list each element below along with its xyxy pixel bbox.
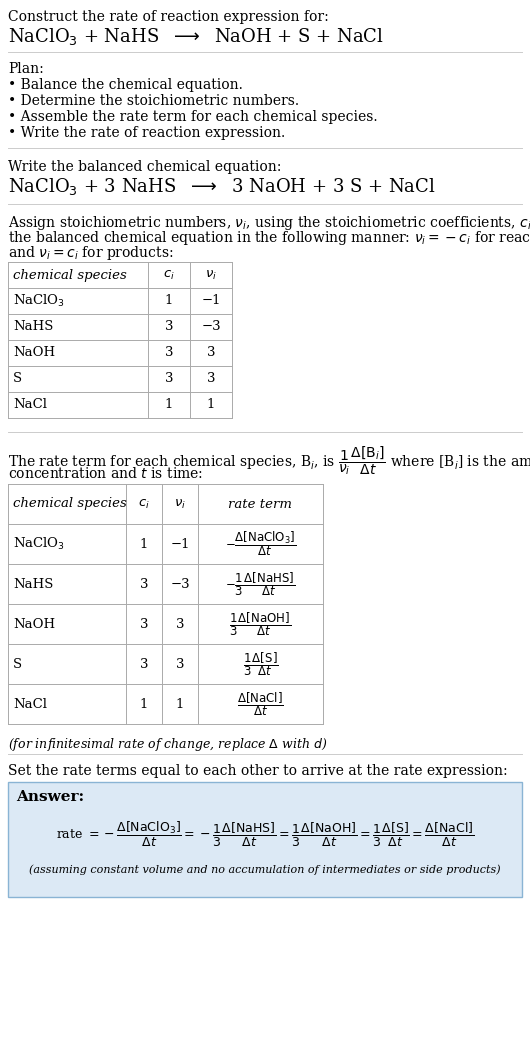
Text: $\dfrac{1}{3}\dfrac{\Delta[\mathrm{NaOH}]}{\Delta t}$: $\dfrac{1}{3}\dfrac{\Delta[\mathrm{NaOH}… <box>229 610 292 637</box>
Text: S: S <box>13 373 22 385</box>
Text: (assuming constant volume and no accumulation of intermediates or side products): (assuming constant volume and no accumul… <box>29 865 501 875</box>
Text: $\nu_i$: $\nu_i$ <box>205 269 217 281</box>
Text: 3: 3 <box>165 321 173 333</box>
Text: NaClO$_3$: NaClO$_3$ <box>13 536 65 552</box>
Text: NaClO$_3$ + NaHS  $\longrightarrow$  NaOH + S + NaCl: NaClO$_3$ + NaHS $\longrightarrow$ NaOH … <box>8 26 384 47</box>
Text: Answer:: Answer: <box>16 790 84 804</box>
Text: chemical species: chemical species <box>13 497 127 511</box>
Text: $-\dfrac{1}{3}\dfrac{\Delta[\mathrm{NaHS}]}{\Delta t}$: $-\dfrac{1}{3}\dfrac{\Delta[\mathrm{NaHS… <box>225 570 296 598</box>
Text: Assign stoichiometric numbers, $\nu_i$, using the stoichiometric coefficients, $: Assign stoichiometric numbers, $\nu_i$, … <box>8 214 530 233</box>
Text: rate $= -\dfrac{\Delta[\mathrm{NaClO_3}]}{\Delta t} = -\dfrac{1}{3}\dfrac{\Delta: rate $= -\dfrac{\Delta[\mathrm{NaClO_3}]… <box>56 819 474 848</box>
Text: 3: 3 <box>207 373 215 385</box>
Text: rate term: rate term <box>228 497 293 511</box>
Text: 3: 3 <box>140 618 148 630</box>
Text: 1: 1 <box>207 399 215 411</box>
Text: chemical species: chemical species <box>13 269 127 281</box>
Text: $\dfrac{\Delta[\mathrm{NaCl}]}{\Delta t}$: $\dfrac{\Delta[\mathrm{NaCl}]}{\Delta t}… <box>237 690 284 718</box>
Text: $c_i$: $c_i$ <box>163 269 175 281</box>
Text: $-\dfrac{\Delta[\mathrm{NaClO_3}]}{\Delta t}$: $-\dfrac{\Delta[\mathrm{NaClO_3}]}{\Delt… <box>225 529 296 558</box>
Text: NaClO$_3$: NaClO$_3$ <box>13 293 65 309</box>
Text: 1: 1 <box>140 538 148 550</box>
Text: 3: 3 <box>140 657 148 671</box>
Text: 3: 3 <box>165 347 173 359</box>
Text: −3: −3 <box>201 321 221 333</box>
Text: NaOH: NaOH <box>13 347 55 359</box>
Text: (for infinitesimal rate of change, replace $\Delta$ with $d$): (for infinitesimal rate of change, repla… <box>8 736 328 753</box>
Text: 3: 3 <box>207 347 215 359</box>
Text: 1: 1 <box>165 399 173 411</box>
Text: 1: 1 <box>165 295 173 307</box>
Text: and $\nu_i = c_i$ for products:: and $\nu_i = c_i$ for products: <box>8 244 173 262</box>
Text: $c_i$: $c_i$ <box>138 497 150 511</box>
Text: −1: −1 <box>201 295 221 307</box>
Text: NaCl: NaCl <box>13 399 47 411</box>
Text: • Write the rate of reaction expression.: • Write the rate of reaction expression. <box>8 126 285 140</box>
Text: concentration and $t$ is time:: concentration and $t$ is time: <box>8 466 203 481</box>
Text: • Assemble the rate term for each chemical species.: • Assemble the rate term for each chemic… <box>8 110 377 124</box>
Text: Construct the rate of reaction expression for:: Construct the rate of reaction expressio… <box>8 10 329 24</box>
Text: • Determine the stoichiometric numbers.: • Determine the stoichiometric numbers. <box>8 94 299 108</box>
Text: 3: 3 <box>176 618 184 630</box>
Text: Plan:: Plan: <box>8 62 44 76</box>
Text: NaOH: NaOH <box>13 618 55 630</box>
Text: −1: −1 <box>170 538 190 550</box>
Text: −3: −3 <box>170 577 190 591</box>
Bar <box>8 782 522 897</box>
Text: 3: 3 <box>165 373 173 385</box>
Text: NaHS: NaHS <box>13 321 54 333</box>
Text: Set the rate terms equal to each other to arrive at the rate expression:: Set the rate terms equal to each other t… <box>8 764 508 778</box>
Text: 1: 1 <box>176 698 184 710</box>
Text: 1: 1 <box>140 698 148 710</box>
Text: the balanced chemical equation in the following manner: $\nu_i = -c_i$ for react: the balanced chemical equation in the fo… <box>8 229 530 247</box>
Text: $\nu_i$: $\nu_i$ <box>174 497 186 511</box>
Text: 3: 3 <box>176 657 184 671</box>
Text: The rate term for each chemical species, B$_i$, is $\dfrac{1}{\nu_i}\dfrac{\Delt: The rate term for each chemical species,… <box>8 444 530 476</box>
Text: • Balance the chemical equation.: • Balance the chemical equation. <box>8 78 243 92</box>
Text: S: S <box>13 657 22 671</box>
Text: $\dfrac{1}{3}\dfrac{\Delta[\mathrm{S}]}{\Delta t}$: $\dfrac{1}{3}\dfrac{\Delta[\mathrm{S}]}{… <box>243 650 278 678</box>
Text: NaCl: NaCl <box>13 698 47 710</box>
Text: NaClO$_3$ + 3 NaHS  $\longrightarrow$  3 NaOH + 3 S + NaCl: NaClO$_3$ + 3 NaHS $\longrightarrow$ 3 N… <box>8 176 436 197</box>
Text: Write the balanced chemical equation:: Write the balanced chemical equation: <box>8 160 281 174</box>
Text: NaHS: NaHS <box>13 577 54 591</box>
Text: 3: 3 <box>140 577 148 591</box>
